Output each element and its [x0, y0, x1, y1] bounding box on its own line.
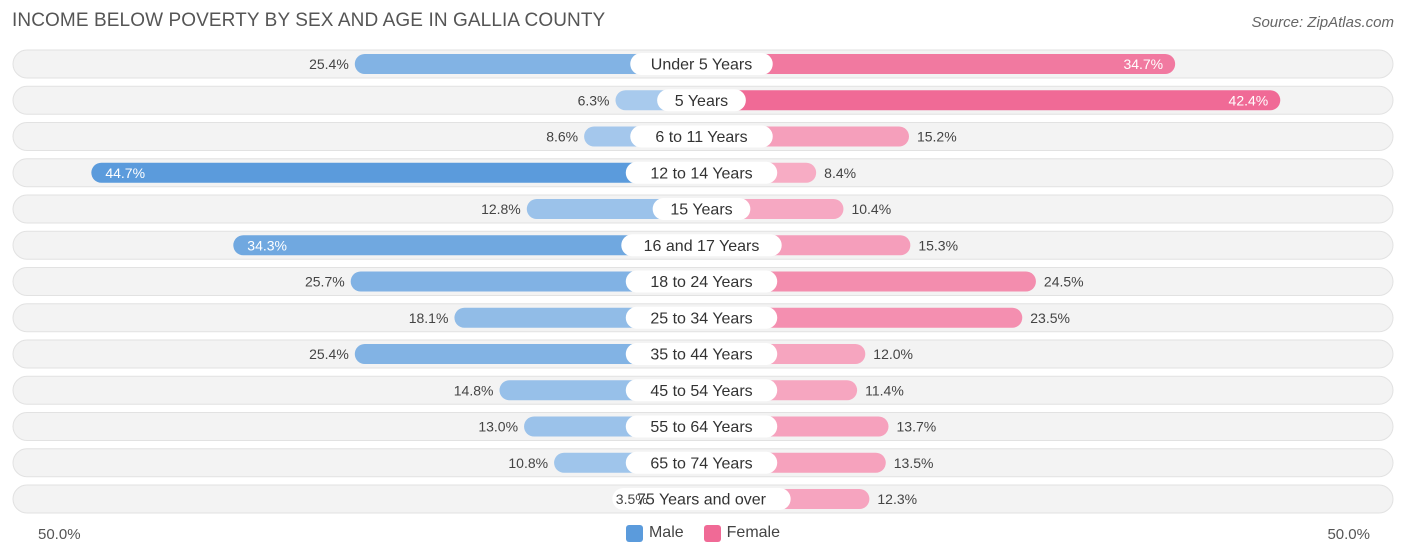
category-pill	[625, 343, 778, 365]
legend-label-female: Female	[726, 524, 781, 541]
value-label-female: 12.3%	[877, 491, 917, 507]
legend-swatch-male	[625, 524, 643, 542]
category-pill	[625, 415, 778, 438]
category-pill	[621, 234, 782, 257]
legend-item-male[interactable]: Male	[625, 524, 684, 542]
category-label: 75 Years and over	[637, 492, 767, 509]
category-pill	[625, 161, 778, 184]
value-label-male: 8.6%	[546, 129, 578, 145]
bar-female	[701, 307, 1023, 328]
legend-item-female[interactable]: Female	[703, 524, 781, 542]
axis-label-left: 50.0%	[38, 526, 81, 543]
value-label-female: 15.2%	[917, 129, 957, 145]
value-label-male: 25.4%	[309, 346, 349, 362]
category-label: Under 5 Years	[651, 57, 752, 74]
value-label-male: 12.8%	[481, 201, 521, 217]
value-label-male: 13.0%	[478, 419, 518, 435]
value-label-male: 44.7%	[105, 165, 145, 181]
category-label: 5 Years	[675, 93, 728, 110]
category-label: 18 to 24 Years	[650, 274, 752, 291]
category-label: 12 to 14 Years	[650, 165, 752, 182]
value-label-male: 6.3%	[578, 92, 610, 108]
chart-source: Source: ZipAtlas.com	[1251, 14, 1394, 31]
category-label: 55 to 64 Years	[650, 419, 752, 436]
axis-label-right: 50.0%	[1327, 526, 1370, 543]
category-pill	[657, 89, 746, 112]
category-label: 6 to 11 Years	[655, 129, 747, 146]
category-pill	[625, 306, 778, 329]
category-pill	[612, 488, 791, 510]
bar-male	[233, 235, 702, 256]
category-pill	[630, 125, 773, 148]
value-label-female: 23.5%	[1030, 310, 1070, 326]
category-pill	[630, 53, 773, 75]
category-label: 16 and 17 Years	[644, 238, 760, 255]
value-label-female: 34.7%	[1123, 56, 1163, 72]
category-label: 25 to 34 Years	[650, 310, 752, 327]
category-label: 15 Years	[670, 202, 732, 219]
value-label-female: 8.4%	[824, 165, 856, 181]
legend-swatch-female	[703, 524, 721, 542]
bar-male	[91, 162, 702, 183]
value-label-female: 42.4%	[1229, 92, 1269, 108]
value-label-female: 10.4%	[851, 201, 891, 217]
bar-male	[350, 271, 702, 292]
value-label-female: 13.5%	[894, 455, 934, 471]
chart-title: INCOME BELOW POVERTY BY SEX AND AGE IN G…	[12, 10, 606, 31]
value-label-male: 25.7%	[305, 274, 345, 290]
value-label-female: 12.0%	[873, 346, 913, 362]
value-label-female: 13.7%	[897, 419, 937, 435]
legend: Male Female	[0, 524, 1406, 542]
value-label-male: 25.4%	[309, 56, 349, 72]
bar-female	[701, 271, 1036, 292]
legend-label-male: Male	[648, 524, 684, 541]
category-pill	[625, 451, 778, 474]
bar-female	[701, 54, 1176, 74]
category-pill	[625, 270, 778, 293]
category-pill	[625, 379, 778, 402]
bar-male	[354, 344, 702, 364]
category-label: 65 to 74 Years	[650, 455, 752, 472]
category-label: 45 to 54 Years	[650, 383, 752, 400]
value-label-female: 15.3%	[918, 237, 958, 253]
value-label-male: 18.1%	[409, 310, 449, 326]
category-pill	[652, 198, 751, 220]
category-label: 35 to 44 Years	[650, 347, 752, 364]
value-label-male: 3.5%	[616, 491, 648, 507]
value-label-male: 14.8%	[454, 382, 494, 398]
chart-svg: Under 5 Years 25.4% 34.7% 5 Years 6.3% 42.4% 6…	[12, 49, 1394, 514]
value-label-male: 10.8%	[508, 455, 548, 471]
value-label-male: 34.3%	[247, 237, 287, 253]
value-label-female: 11.4%	[865, 382, 904, 398]
bar-female	[701, 90, 1281, 111]
value-label-female: 24.5%	[1044, 274, 1084, 290]
bar-male	[354, 54, 702, 74]
